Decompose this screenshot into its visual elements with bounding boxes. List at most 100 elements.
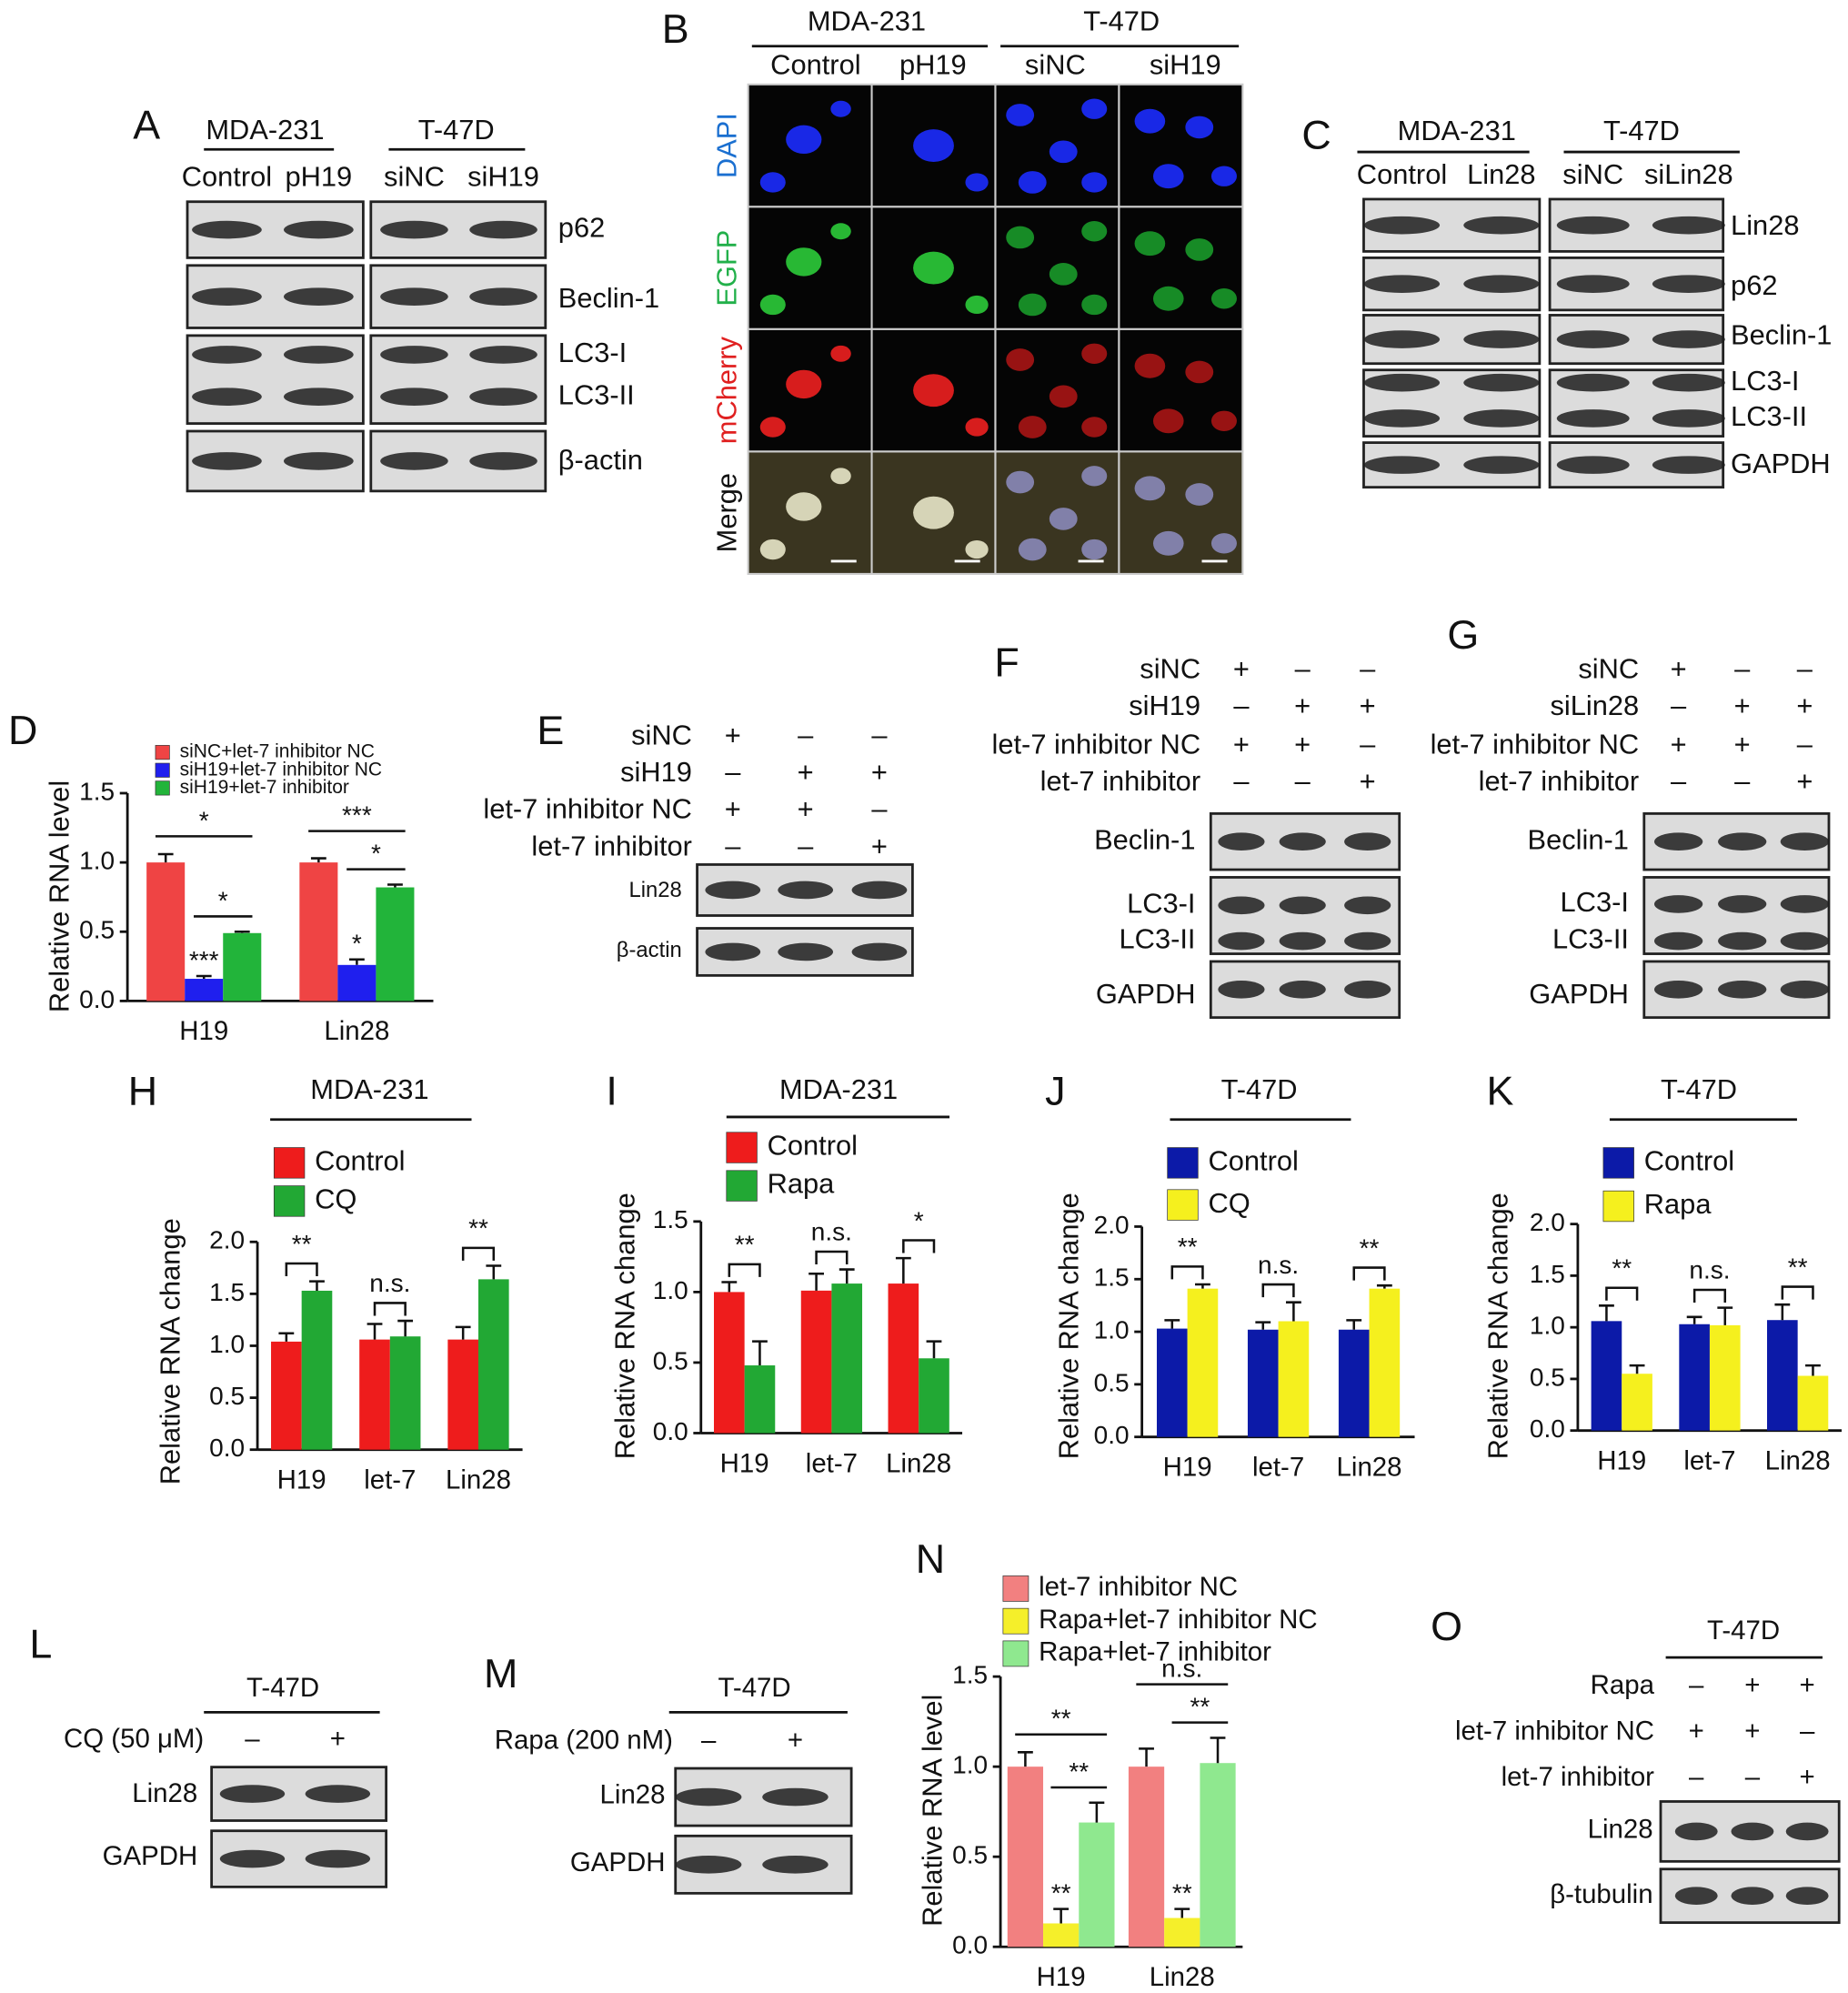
nucleus [965, 295, 989, 315]
bracket-label: * [914, 1206, 924, 1234]
nucleus [1152, 530, 1184, 556]
blot-band [1653, 980, 1703, 999]
condition-sign: – [1800, 1716, 1815, 1746]
x-tick-label: let-7 [364, 1465, 416, 1495]
lane-label: pH19 [285, 161, 352, 193]
bar [271, 1341, 302, 1450]
nucleus [965, 418, 989, 437]
bar [146, 862, 186, 1002]
blot-band [469, 346, 537, 364]
y-tick-label: 0.0 [653, 1417, 688, 1445]
bar [1187, 1288, 1219, 1437]
blot-band [1718, 895, 1767, 913]
bracket-label: ** [1360, 1233, 1380, 1262]
blot-band [192, 346, 262, 364]
error-bar [1174, 1907, 1190, 1918]
nucleus [1018, 293, 1047, 317]
y-tick-label: 0.5 [1094, 1368, 1130, 1396]
condition-sign: + [798, 756, 814, 788]
condition-sign: – [798, 719, 814, 750]
bracket [285, 1262, 318, 1277]
y-axis-label: Relative RNA change [1052, 1193, 1084, 1459]
blot-band [1279, 980, 1326, 999]
channel-label: mCherry [711, 336, 743, 444]
condition-name: let-7 inhibitor NC [992, 728, 1201, 760]
nucleus [830, 223, 851, 240]
y-tick-label: 0.0 [1530, 1414, 1565, 1443]
lane-label: Control [1357, 158, 1447, 190]
column-label: siH19 [1150, 48, 1221, 80]
y-axis-label: Relative RNA level [916, 1695, 948, 1927]
blot-band [380, 452, 448, 470]
legend-swatch [273, 1185, 306, 1217]
condition-name: let-7 inhibitor NC [483, 793, 692, 825]
condition-sign: – [1360, 728, 1376, 760]
blot-band [1718, 980, 1767, 999]
significance-mark: *** [189, 946, 219, 974]
condition-sign: – [1671, 765, 1687, 797]
nucleus [786, 369, 822, 399]
condition-sign: – [1671, 689, 1687, 721]
nucleus [1210, 410, 1237, 431]
blot-band [1785, 1887, 1829, 1905]
y-tick-label: 1.5 [1094, 1263, 1130, 1292]
nucleus [1134, 231, 1166, 257]
blot-band [380, 287, 448, 306]
blot-band [1652, 409, 1725, 428]
condition-sign: + [1689, 1716, 1704, 1746]
panel-letter: M [484, 1650, 517, 1696]
blot-band [1653, 832, 1703, 851]
bar [359, 1339, 390, 1450]
band-label: GAPDH [1096, 978, 1196, 1010]
channel-label: Merge [711, 473, 743, 552]
bracket-label: ** [735, 1231, 755, 1259]
error-bar [1599, 1304, 1614, 1322]
error-bar [234, 931, 250, 933]
nucleus [1049, 385, 1078, 408]
error-bar [1346, 1319, 1362, 1330]
condition-name: let-7 inhibitor [1502, 1762, 1655, 1792]
blot-band [1363, 216, 1441, 235]
bracket [728, 1263, 761, 1277]
legend-swatch [1602, 1190, 1634, 1223]
band-label: LC3-I [1127, 887, 1195, 919]
blot-band [1463, 216, 1540, 235]
condition-name: siLin28 [1550, 689, 1639, 721]
blot-band [219, 1849, 286, 1868]
legend-label: siNC+let-7 inhibitor NC [180, 741, 375, 762]
nucleus [913, 496, 954, 529]
y-tick-label: 0.0 [209, 1434, 245, 1462]
error-bar [1376, 1283, 1392, 1289]
legend-label: Control [768, 1130, 858, 1162]
band-label: Lin28 [600, 1780, 666, 1810]
nucleus [1018, 416, 1047, 438]
legend-label: Rapa+let-7 inhibitor [1039, 1637, 1271, 1667]
x-tick-label: H19 [1163, 1452, 1212, 1482]
group-label: T-47D [246, 1673, 319, 1703]
nucleus [1152, 164, 1184, 189]
condition-name: let-7 inhibitor NC [1431, 728, 1640, 760]
nucleus [1185, 238, 1214, 261]
condition-sign: – [871, 793, 888, 825]
legend-label: siH19+let-7 inhibitor NC [180, 759, 383, 780]
blot-band [1556, 216, 1630, 235]
group-label: T-47D [1083, 5, 1160, 37]
nucleus [1210, 533, 1237, 554]
condition-sign: – [1233, 689, 1250, 721]
condition-sign: + [1294, 728, 1311, 760]
condition-sign: – [1360, 653, 1376, 685]
error-bar [895, 1256, 911, 1284]
group-label: MDA-231 [206, 114, 324, 146]
condition-sign: – [1689, 1762, 1704, 1792]
blot-band [851, 942, 908, 961]
error-bar [397, 1319, 414, 1337]
error-bar [1210, 1736, 1226, 1764]
blot-band [1218, 832, 1265, 851]
blot-band [1556, 409, 1630, 428]
nucleus [1049, 508, 1078, 530]
error-bar [387, 883, 403, 888]
band-label: p62 [558, 212, 605, 244]
chart-title: T-47D [1661, 1073, 1737, 1105]
nucleus [1018, 538, 1047, 561]
condition-sign: + [1734, 728, 1751, 760]
